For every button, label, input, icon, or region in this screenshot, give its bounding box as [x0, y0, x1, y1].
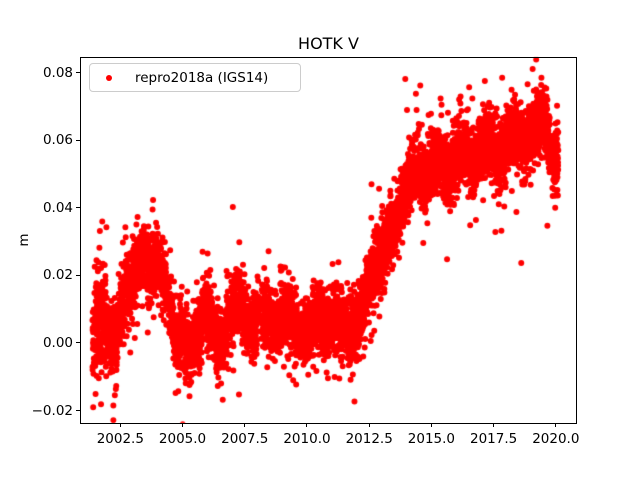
x-tick-mark — [493, 423, 495, 427]
x-tick-mark — [368, 423, 370, 427]
y-tick-mark — [76, 410, 80, 411]
x-tick-mark — [119, 423, 121, 427]
y-tick-mark — [76, 342, 80, 344]
chart-title: HOTK V — [298, 34, 359, 53]
legend-marker-dot — [106, 74, 112, 81]
x-tick-mark — [555, 423, 557, 427]
y-tick-mark — [76, 207, 80, 209]
x-tick-label: 2017.5 — [470, 431, 518, 447]
x-tick-mark — [306, 423, 308, 427]
x-tick-mark — [182, 423, 184, 427]
x-tick-label: 2007.5 — [221, 431, 269, 447]
x-tick-label: 2012.5 — [345, 431, 393, 447]
y-tick-mark — [76, 139, 80, 141]
y-tick-label: −0.02 — [31, 402, 73, 419]
y-tick-label: 0.00 — [42, 334, 73, 351]
x-tick-label: 2010.0 — [283, 431, 331, 447]
legend: repro2018a (IGS14) — [89, 63, 301, 92]
x-tick-label: 2002.5 — [96, 431, 144, 447]
x-tick-mark — [244, 423, 246, 427]
plot-area — [79, 56, 577, 424]
x-tick-label: 2015.0 — [407, 431, 456, 447]
x-tick-label: 2020.0 — [532, 431, 580, 447]
y-tick-label: 0.04 — [42, 199, 73, 216]
y-tick-mark — [76, 274, 80, 276]
legend-label: repro2018a (IGS14) — [135, 69, 269, 86]
y-axis-label: m — [16, 233, 32, 247]
y-tick-label: 0.06 — [42, 132, 73, 149]
y-tick-label: 0.08 — [42, 64, 73, 81]
y-tick-mark — [76, 72, 80, 74]
x-tick-mark — [430, 423, 432, 427]
y-tick-label: 0.02 — [42, 267, 73, 284]
x-tick-label: 2005.0 — [158, 431, 207, 447]
